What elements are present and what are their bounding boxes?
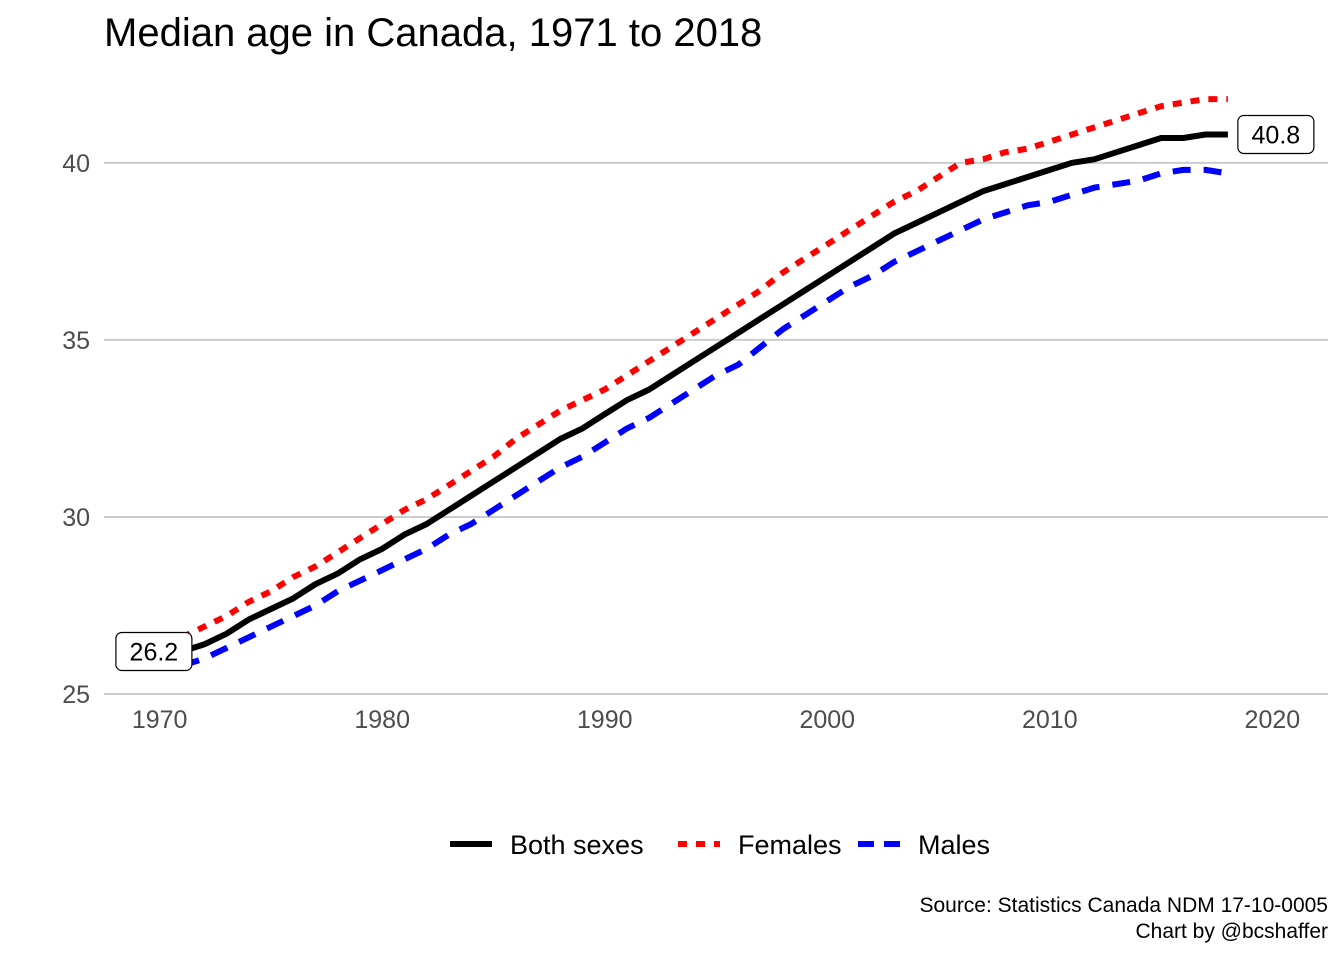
end-label-text: 26.2 (130, 639, 179, 667)
x-tick-label-2000: 2000 (799, 706, 855, 734)
gridlines (104, 161, 1328, 695)
x-tick-label-1990: 1990 (577, 706, 633, 734)
legend: Both sexes Females Males (450, 830, 990, 860)
series-lines (180, 96, 1229, 669)
caption-line: Source: Statistics Canada NDM 17-10-0005 (919, 894, 1328, 917)
y-tick-label-40: 40 (62, 150, 90, 178)
caption-line: Chart by @bcshaffer (1135, 920, 1328, 943)
chart-title: Median age in Canada, 1971 to 2018 (104, 11, 762, 55)
end-label-box (1237, 114, 1315, 155)
caption: Source: Statistics Canada NDM 17-10-0005… (919, 894, 1328, 943)
x-tick-label-1970: 1970 (132, 706, 188, 734)
y-tick-label-25: 25 (62, 681, 90, 709)
end-label-box (115, 631, 193, 672)
legend-label-females: Females (738, 830, 842, 860)
x-tick-label-1980: 1980 (354, 706, 410, 734)
end-labels: 26.2 40.8 (115, 114, 1315, 672)
series-line-males (180, 166, 1229, 669)
series-line-females (180, 96, 1228, 641)
x-axis: 1970 1980 1990 2000 2010 2020 (132, 706, 1300, 734)
y-axis: 25 30 35 40 (62, 150, 90, 709)
end-label-text: 40.8 (1252, 121, 1301, 149)
x-tick-label-2010: 2010 (1022, 706, 1078, 734)
legend-label-both-sexes: Both sexes (510, 830, 644, 860)
legend-label-males: Males (918, 830, 990, 860)
y-tick-label-30: 30 (62, 504, 90, 532)
series-line-both-sexes (180, 131, 1228, 655)
x-tick-label-2020: 2020 (1245, 706, 1301, 734)
y-tick-label-35: 35 (62, 327, 90, 355)
